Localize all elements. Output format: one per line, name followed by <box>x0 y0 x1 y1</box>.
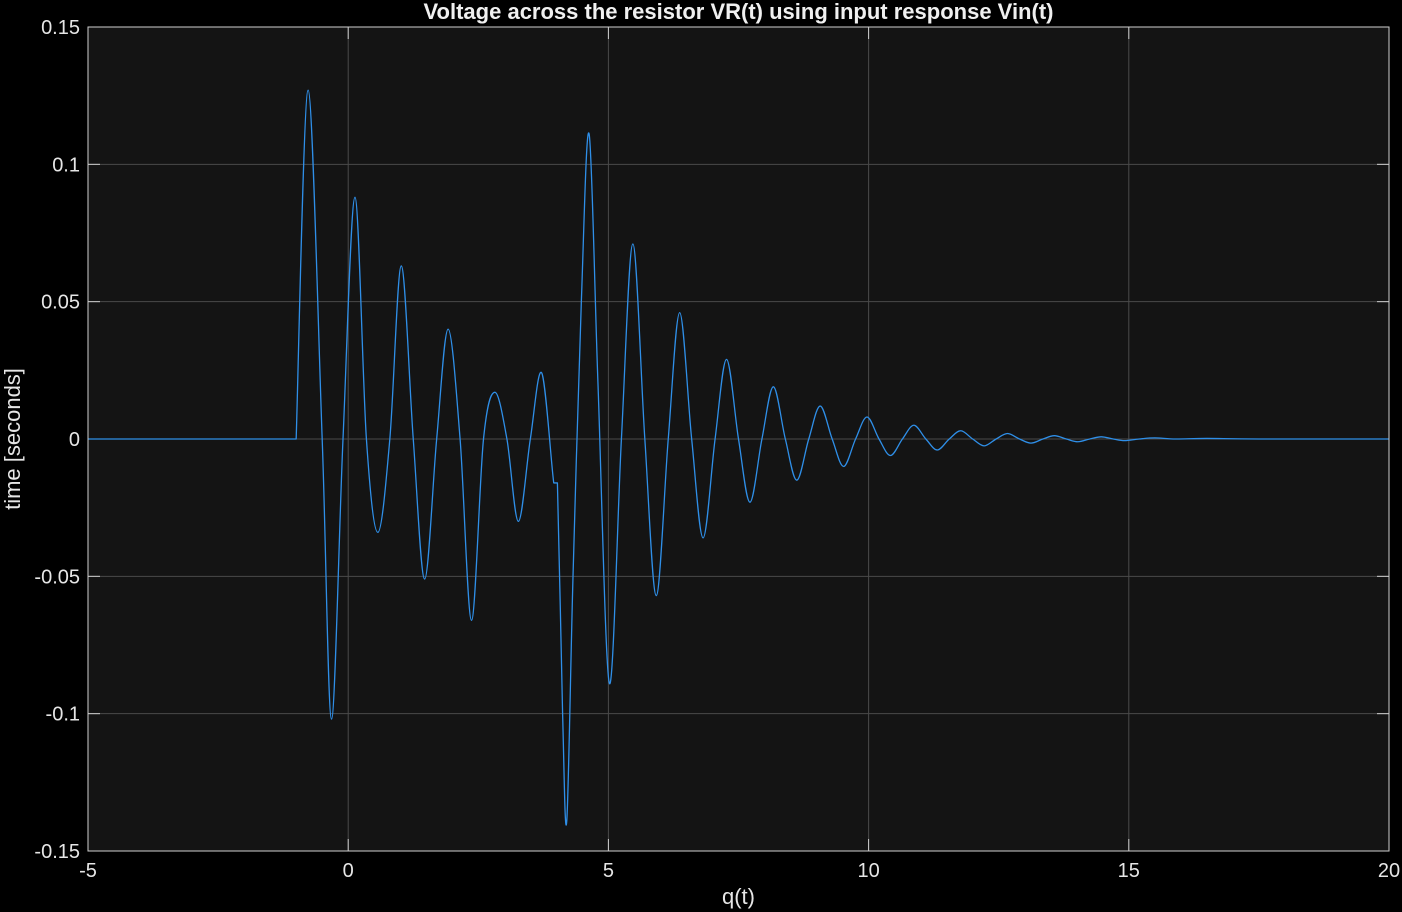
series-lines <box>88 89 1389 826</box>
x-tick-labels: -5 0 5 10 15 20 <box>79 860 1400 882</box>
axes-frame <box>87 26 1390 852</box>
x-tick-label: 20 <box>1378 860 1400 882</box>
chart-title: Voltage across the resistor VR(t) using … <box>424 0 1054 24</box>
x-axis-label: q(t) <box>722 884 755 909</box>
x-tick-label: 5 <box>603 860 614 882</box>
y-axis-label: time [seconds] <box>0 368 25 510</box>
y-tick-label: -0.05 <box>34 566 80 588</box>
y-tick-label: 0 <box>69 429 80 451</box>
y-tick-label: -0.1 <box>46 704 80 726</box>
y-tick-labels: -0.15 -0.1 -0.05 0 0.05 0.1 0.15 <box>34 17 80 863</box>
x-tick-label: -5 <box>79 860 97 882</box>
x-tick-label: 10 <box>857 860 879 882</box>
y-tick-label: 0.15 <box>41 17 80 39</box>
y-tick-label: -0.15 <box>34 841 80 863</box>
x-tick-label: 0 <box>343 860 354 882</box>
series-line <box>88 89 1389 826</box>
y-tick-label: 0.1 <box>52 154 80 176</box>
x-tick-label: 15 <box>1118 860 1140 882</box>
y-tick-label: 0.05 <box>41 292 80 314</box>
